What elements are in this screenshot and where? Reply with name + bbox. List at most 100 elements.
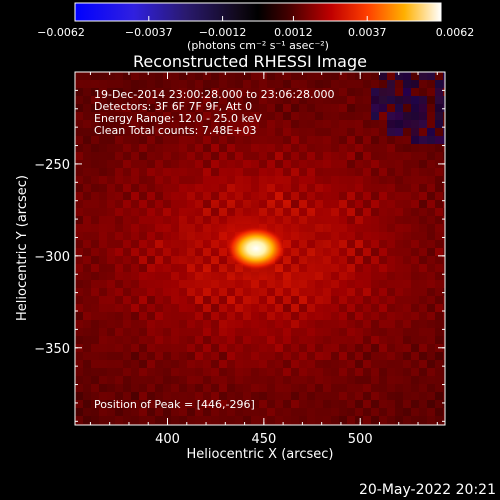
heatmap-cell xyxy=(283,376,291,384)
heatmap-cell xyxy=(91,288,99,296)
heatmap-cell xyxy=(299,144,307,152)
heatmap-cell xyxy=(443,376,445,384)
heatmap-cell xyxy=(155,320,163,328)
heatmap-cell xyxy=(139,288,147,296)
heatmap-cell xyxy=(403,384,411,392)
heatmap-cell xyxy=(123,400,131,408)
heatmap-cell xyxy=(419,176,427,184)
heatmap-cell xyxy=(147,112,155,120)
heatmap-cell xyxy=(411,136,419,144)
heatmap-cell xyxy=(123,152,131,160)
heatmap-cell xyxy=(339,248,347,256)
heatmap-cell xyxy=(395,168,403,176)
heatmap-cell xyxy=(419,296,427,304)
heatmap-cell xyxy=(323,96,331,104)
heatmap-cell xyxy=(147,344,155,352)
heatmap-cell xyxy=(123,224,131,232)
heatmap-cell xyxy=(99,352,107,360)
heatmap-cell xyxy=(371,288,379,296)
heatmap-cell xyxy=(155,136,163,144)
heatmap-cell xyxy=(411,272,419,280)
heatmap-cell xyxy=(363,144,371,152)
heatmap-cell xyxy=(315,336,323,344)
heatmap-cell xyxy=(395,184,403,192)
heatmap-cell xyxy=(379,264,387,272)
heatmap-cell xyxy=(99,88,107,96)
heatmap-cell xyxy=(91,360,99,368)
heatmap-cell xyxy=(99,232,107,240)
heatmap-cell xyxy=(315,208,323,216)
heatmap-cell xyxy=(99,160,107,168)
heatmap-cell xyxy=(315,272,323,280)
heatmap-cell xyxy=(371,104,379,112)
heatmap-cell xyxy=(179,264,187,272)
heatmap-cell xyxy=(379,416,387,424)
heatmap-cell xyxy=(195,304,203,312)
heatmap-cell xyxy=(91,384,99,392)
heatmap-cell xyxy=(267,400,275,408)
heatmap-cell xyxy=(435,120,443,128)
heatmap-cell xyxy=(163,112,171,120)
heatmap-cell xyxy=(211,160,219,168)
heatmap-cell xyxy=(395,232,403,240)
heatmap-cell xyxy=(235,304,243,312)
heatmap-cell xyxy=(203,144,211,152)
heatmap-cell xyxy=(147,120,155,128)
heatmap-cell xyxy=(123,112,131,120)
heatmap-cell xyxy=(203,136,211,144)
heatmap-cell xyxy=(115,328,123,336)
heatmap-cell xyxy=(267,120,275,128)
heatmap-cell xyxy=(339,392,347,400)
heatmap-cell xyxy=(363,184,371,192)
heatmap-cell xyxy=(395,72,403,80)
heatmap-cell xyxy=(147,368,155,376)
heatmap-cell xyxy=(435,224,443,232)
heatmap-cell xyxy=(299,176,307,184)
heatmap-cell xyxy=(131,416,139,424)
heatmap-cell xyxy=(115,232,123,240)
heatmap-cell xyxy=(387,312,395,320)
heatmap-cell xyxy=(267,296,275,304)
heatmap-cell xyxy=(163,376,171,384)
heatmap-cell xyxy=(411,344,419,352)
heatmap-cell xyxy=(283,88,291,96)
heatmap-cell xyxy=(331,200,339,208)
heatmap-cell xyxy=(123,232,131,240)
heatmap-cell xyxy=(107,88,115,96)
heatmap-cell xyxy=(427,176,435,184)
heatmap-cell xyxy=(139,368,147,376)
heatmap-cell xyxy=(435,328,443,336)
heatmap-cell xyxy=(299,192,307,200)
heatmap-cell xyxy=(395,216,403,224)
heatmap-cell xyxy=(411,216,419,224)
heatmap-cell xyxy=(435,216,443,224)
heatmap-cell xyxy=(179,384,187,392)
heatmap-cell xyxy=(155,216,163,224)
heatmap-cell xyxy=(435,296,443,304)
heatmap-cell xyxy=(235,88,243,96)
heatmap-cell xyxy=(91,416,99,424)
heatmap-cell xyxy=(267,176,275,184)
heatmap-cell xyxy=(75,80,83,88)
heatmap-cell xyxy=(219,408,227,416)
heatmap-cell xyxy=(171,256,179,264)
heatmap-cell xyxy=(435,176,443,184)
heatmap-cell xyxy=(259,192,267,200)
heatmap-cell xyxy=(363,296,371,304)
heatmap-cell xyxy=(347,312,355,320)
heatmap-cell xyxy=(235,176,243,184)
heatmap-cell xyxy=(395,248,403,256)
heatmap-cell xyxy=(331,344,339,352)
heatmap-cell xyxy=(427,384,435,392)
heatmap-cell xyxy=(395,224,403,232)
heatmap-cell xyxy=(75,216,83,224)
heatmap-cell xyxy=(91,128,99,136)
heatmap-cell xyxy=(91,216,99,224)
heatmap-cell xyxy=(427,256,435,264)
heatmap-cell xyxy=(339,96,347,104)
heatmap-cell xyxy=(299,384,307,392)
heatmap-cell xyxy=(419,336,427,344)
heatmap-cell xyxy=(387,256,395,264)
heatmap-cell xyxy=(411,96,419,104)
heatmap-cell xyxy=(211,152,219,160)
